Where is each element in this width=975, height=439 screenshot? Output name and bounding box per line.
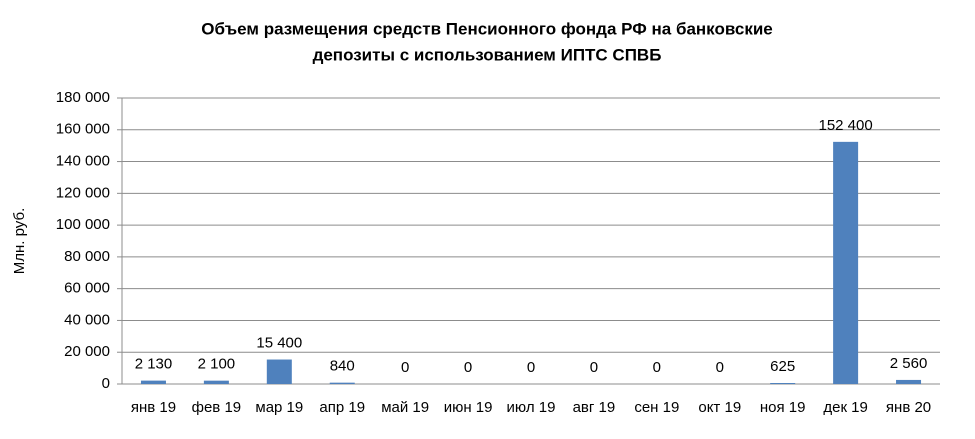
bar — [770, 383, 796, 384]
chart-title: Объем размещения средств Пенсионного фон… — [201, 19, 772, 38]
data-label: 0 — [716, 359, 724, 376]
data-label: 0 — [590, 359, 598, 376]
y-tick-label: 80 000 — [64, 248, 110, 265]
y-axis-label: Млн. руб. — [11, 208, 28, 274]
x-tick-label: янв 20 — [886, 399, 931, 416]
data-label: 0 — [527, 359, 535, 376]
data-label: 0 — [653, 359, 661, 376]
y-tick-label: 120 000 — [56, 184, 110, 201]
y-tick-label: 40 000 — [64, 311, 110, 328]
data-label: 15 400 — [256, 334, 302, 351]
x-tick-label: сен 19 — [634, 399, 679, 416]
x-tick-label: дек 19 — [823, 399, 868, 416]
data-label: 2 100 — [198, 356, 236, 373]
bar — [833, 141, 859, 384]
bar — [329, 382, 355, 384]
y-tick-label: 100 000 — [56, 216, 110, 233]
x-tick-label: июл 19 — [507, 399, 556, 416]
data-label: 2 560 — [890, 355, 928, 372]
bar — [896, 379, 922, 384]
x-tick-label: апр 19 — [319, 399, 365, 416]
y-tick-label: 60 000 — [64, 280, 110, 297]
bar — [140, 380, 166, 384]
y-tick-label: 180 000 — [56, 89, 110, 106]
chart-title: депозиты с использованием ИПТС СПВБ — [313, 45, 662, 64]
y-tick-label: 160 000 — [56, 121, 110, 138]
x-tick-label: янв 19 — [131, 399, 176, 416]
x-tick-label: окт 19 — [698, 399, 741, 416]
data-label: 840 — [330, 358, 355, 375]
y-tick-label: 140 000 — [56, 153, 110, 170]
y-tick-label: 20 000 — [64, 343, 110, 360]
bar — [203, 380, 229, 384]
x-tick-label: май 19 — [381, 399, 429, 416]
data-label: 0 — [464, 359, 472, 376]
data-label: 0 — [401, 359, 409, 376]
x-tick-label: ноя 19 — [760, 399, 806, 416]
bar — [266, 359, 292, 384]
x-tick-label: фев 19 — [192, 399, 242, 416]
data-label: 625 — [770, 358, 795, 375]
data-label: 2 130 — [135, 356, 173, 373]
data-label: 152 400 — [818, 117, 872, 134]
x-tick-label: июн 19 — [444, 399, 493, 416]
y-tick-label: 0 — [102, 375, 110, 392]
x-tick-label: мар 19 — [255, 399, 303, 416]
x-tick-label: авг 19 — [573, 399, 616, 416]
